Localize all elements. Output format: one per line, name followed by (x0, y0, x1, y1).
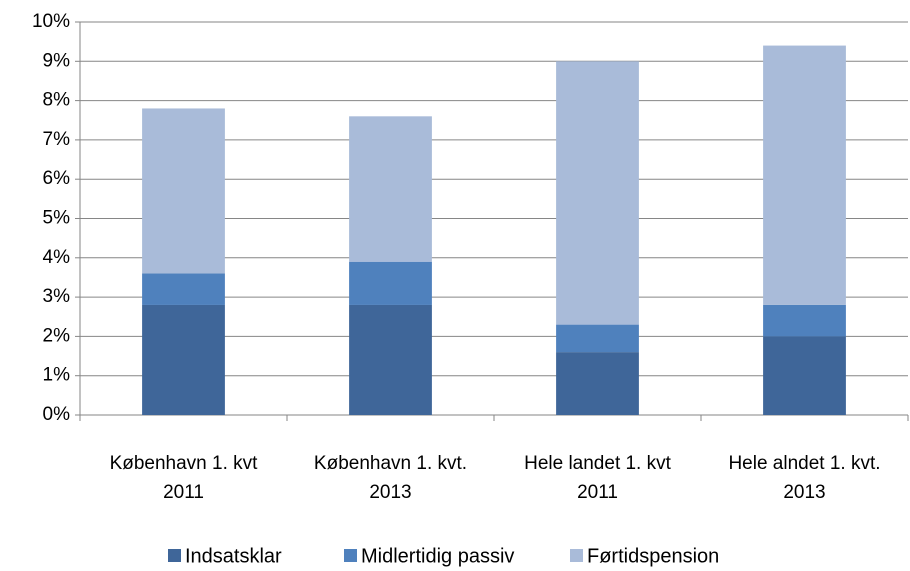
y-tick-label: 8% (43, 90, 71, 111)
y-tick-label: 0% (43, 404, 71, 425)
bar-segment (556, 324, 639, 353)
bar-segment (763, 336, 846, 415)
bar-segment (349, 304, 432, 415)
x-tick-label: København 1. kvt. (314, 453, 467, 474)
legend-label: Midlertidig passiv (361, 545, 514, 567)
bar-segment (556, 352, 639, 415)
legend-swatch (570, 549, 583, 562)
y-tick-label: 6% (43, 168, 71, 189)
bar-segment (142, 108, 225, 274)
x-tick-label: København 1. kvt (110, 453, 259, 474)
y-tick-label: 10% (32, 11, 70, 32)
legend-label: Førtidspension (587, 545, 719, 567)
x-tick-label: Hele alndet 1. kvt. (728, 453, 880, 474)
x-tick-label: Hele landet 1. kvt (524, 453, 672, 474)
x-tick-label: 2011 (163, 482, 204, 503)
x-tick-label: 2011 (577, 482, 618, 503)
bar-segment (142, 273, 225, 305)
y-tick-label: 4% (43, 247, 71, 268)
legend-swatch (344, 549, 357, 562)
y-tick-label: 2% (43, 325, 71, 346)
x-tick-label: 2013 (369, 482, 411, 503)
y-tick-label: 9% (43, 50, 71, 71)
bar-segment (556, 61, 639, 325)
y-tick-label: 1% (43, 365, 71, 386)
bar-segment (349, 116, 432, 262)
x-tick-label: 2013 (783, 482, 825, 503)
bar-segment (763, 45, 846, 305)
y-tick-label: 3% (43, 286, 71, 307)
bar-segment (142, 304, 225, 415)
legend-label: Indsatsklar (185, 545, 282, 567)
bar-segment (763, 304, 846, 337)
y-tick-label: 5% (43, 208, 71, 229)
legend-swatch (168, 549, 181, 562)
y-tick-label: 7% (43, 129, 71, 150)
bar-segment (349, 261, 432, 305)
